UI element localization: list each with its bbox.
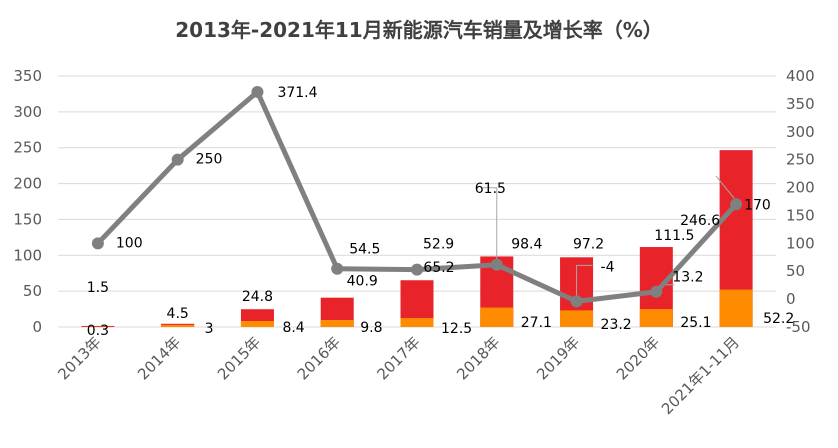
bar-bottom bbox=[240, 320, 274, 327]
label-growth: 61.5 bbox=[475, 181, 506, 197]
label-bottom: 9.8 bbox=[360, 320, 382, 336]
y-right-tick-label: 100 bbox=[786, 234, 815, 252]
bar-bottom bbox=[560, 310, 594, 327]
x-tick-label: 2020年 bbox=[613, 333, 663, 383]
y-right-tick-label: 300 bbox=[786, 123, 815, 141]
bar-bottom bbox=[400, 318, 434, 327]
growth-point bbox=[730, 198, 743, 211]
leader-line bbox=[576, 264, 593, 296]
label-total: 65.2 bbox=[423, 260, 454, 276]
y-right-tick-label: 350 bbox=[786, 95, 815, 113]
growth-point bbox=[411, 263, 423, 276]
bar-bottom bbox=[639, 308, 673, 327]
label-growth: 371.4 bbox=[277, 85, 317, 101]
y-left-tick-label: 300 bbox=[13, 103, 42, 121]
label-total: 98.4 bbox=[511, 236, 542, 252]
data-labels: 1.5 0.3 100 4.5 3 250 24.8 8.4 371.4 40.9 9.8 54.5 6… bbox=[87, 85, 795, 339]
label-growth: -4 bbox=[601, 259, 615, 275]
label-total: 111.5 bbox=[654, 228, 694, 244]
growth-line bbox=[91, 85, 743, 308]
x-tick-label: 2013年 bbox=[54, 333, 104, 383]
label-growth: 13.2 bbox=[672, 270, 703, 286]
label-bottom: 3 bbox=[205, 321, 214, 337]
leader-line bbox=[715, 175, 735, 199]
label-bottom: 25.1 bbox=[680, 315, 711, 331]
y-right-tick-label: 200 bbox=[786, 179, 815, 197]
y-left-tick-label: 100 bbox=[13, 246, 42, 264]
label-bottom: 0.3 bbox=[87, 323, 109, 339]
x-tick-label: 2021年1-11月 bbox=[658, 333, 743, 418]
label-growth: 100 bbox=[116, 235, 143, 251]
x-tick-label: 2017年 bbox=[373, 333, 423, 383]
label-bottom: 27.1 bbox=[521, 315, 552, 331]
leader-line bbox=[482, 187, 498, 259]
label-bottom: 12.5 bbox=[441, 321, 472, 337]
label-total: 40.9 bbox=[347, 274, 378, 290]
bar-bottom bbox=[480, 307, 514, 327]
bar-total bbox=[81, 325, 115, 327]
growth-point bbox=[251, 85, 264, 98]
growth-point bbox=[171, 153, 184, 166]
bar-bottom bbox=[161, 324, 195, 327]
y-left-tick-label: 200 bbox=[13, 175, 42, 193]
label-bottom: 23.2 bbox=[601, 317, 632, 333]
bars bbox=[81, 150, 753, 327]
y-left-tick-label: 50 bbox=[23, 282, 42, 300]
growth-point bbox=[331, 262, 344, 275]
label-total: 4.5 bbox=[167, 306, 189, 322]
label-growth: 52.9 bbox=[423, 237, 454, 253]
x-tick-label: 2014年 bbox=[134, 333, 184, 383]
x-tick-label: 2018年 bbox=[453, 333, 503, 383]
label-growth: 170 bbox=[744, 197, 771, 213]
x-tick-label: 2016年 bbox=[294, 333, 344, 383]
label-total: 24.8 bbox=[242, 289, 273, 305]
y-right-tick-label: 400 bbox=[786, 67, 815, 85]
chart-title: 2013年-2021年11月新能源汽车销量及增长率（%） bbox=[175, 18, 663, 42]
label-growth: 250 bbox=[196, 152, 223, 168]
y-left-tick-label: 150 bbox=[13, 210, 42, 228]
label-total: 1.5 bbox=[87, 280, 109, 296]
y-right-tick-label: 250 bbox=[786, 151, 815, 169]
label-total: 97.2 bbox=[573, 236, 604, 252]
y-right-tick-label: 50 bbox=[786, 262, 805, 280]
y-right-tick-label: 0 bbox=[786, 290, 796, 308]
bar-bottom bbox=[320, 319, 354, 327]
growth-point bbox=[570, 295, 583, 308]
x-tick-label: 2015年 bbox=[214, 333, 264, 383]
y-right-tick-label: 150 bbox=[786, 206, 815, 224]
growth-point bbox=[650, 285, 663, 298]
growth-point bbox=[91, 237, 104, 250]
y-right-tick-label: -50 bbox=[786, 318, 811, 336]
y-left-tick-label: 250 bbox=[13, 139, 42, 157]
bar-bottom bbox=[719, 289, 753, 327]
label-bottom: 52.2 bbox=[763, 311, 794, 327]
y-left-tick-label: 0 bbox=[32, 318, 42, 336]
x-tick-label: 2019年 bbox=[533, 333, 583, 383]
y-left-tick-label: 350 bbox=[13, 67, 42, 85]
label-bottom: 8.4 bbox=[282, 320, 304, 336]
growth-point bbox=[490, 258, 503, 271]
label-growth: 54.5 bbox=[349, 242, 380, 258]
label-total: 246.6 bbox=[680, 213, 720, 229]
